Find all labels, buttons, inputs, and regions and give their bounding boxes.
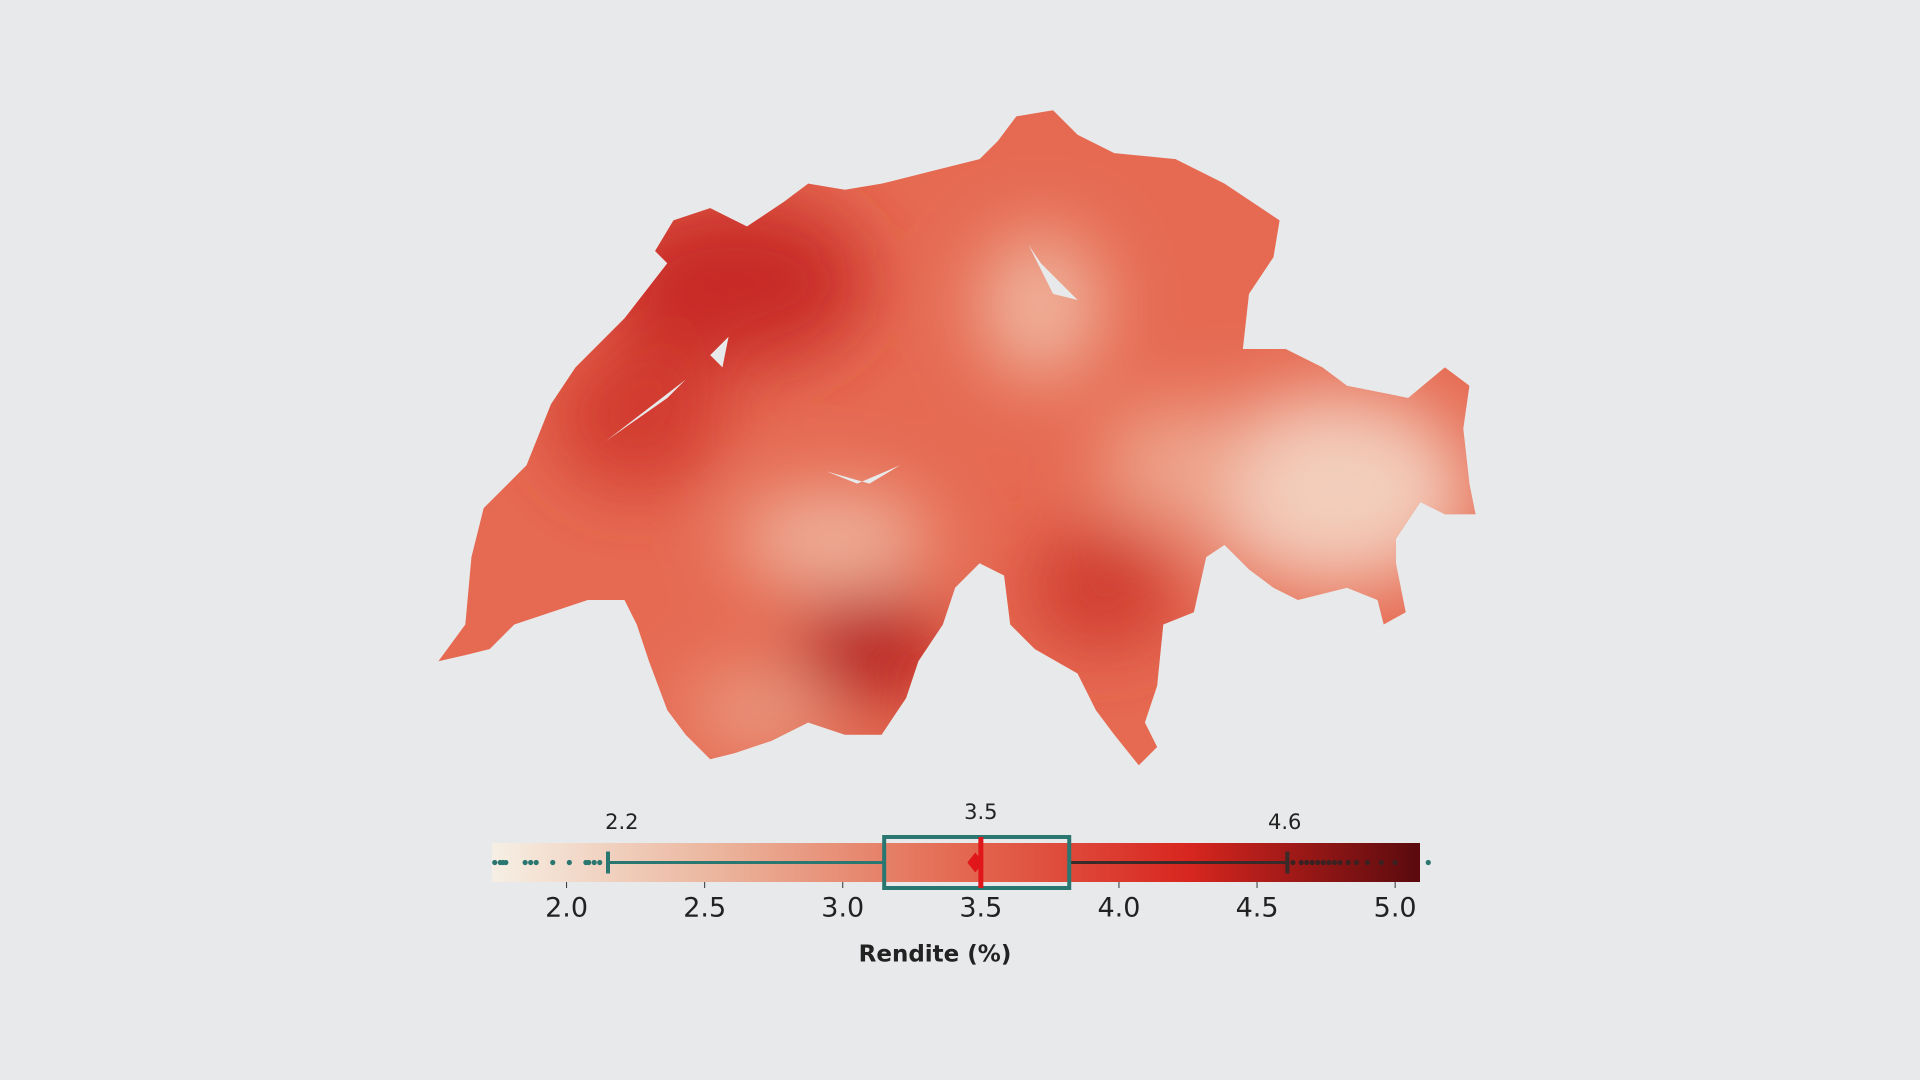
outlier — [1304, 859, 1310, 866]
outlier — [1345, 859, 1351, 866]
outlier — [492, 859, 498, 866]
outlier — [586, 859, 592, 866]
outlier — [1326, 859, 1332, 866]
x-tick-label: 5.0 — [1374, 893, 1417, 924]
colorbar-boxplot: 2.0 2.5 3.0 3.5 4.0 4.5 5.0 Rendite (%) 2.2 3.5 4.… — [492, 800, 1431, 968]
annotation: 2.2 — [605, 810, 638, 834]
outlier — [1378, 859, 1384, 866]
outlier — [1290, 859, 1296, 866]
x-tick-label: 3.0 — [821, 893, 864, 924]
outlier — [1392, 859, 1398, 866]
outlier — [1315, 859, 1321, 866]
outlier — [522, 859, 528, 866]
outlier — [1309, 859, 1315, 866]
outlier — [1353, 859, 1360, 866]
x-tick-label: 2.5 — [683, 893, 726, 924]
x-tick-label: 2.0 — [545, 893, 588, 924]
outlier — [1364, 859, 1371, 866]
outlier — [550, 859, 556, 866]
outlier — [1331, 859, 1337, 866]
x-tick-label: 4.5 — [1236, 893, 1279, 924]
outlier — [503, 859, 509, 866]
outlier — [1337, 859, 1343, 866]
x-tick-label: 3.5 — [959, 893, 1002, 924]
outlier — [533, 859, 539, 866]
annotation: 4.6 — [1268, 810, 1301, 834]
x-tick-label: 4.0 — [1097, 893, 1140, 924]
outlier — [566, 859, 572, 866]
outlier — [528, 859, 534, 866]
annotation: 3.5 — [964, 800, 997, 824]
outlier — [591, 859, 597, 866]
x-axis-label: Rendite (%) — [859, 942, 1012, 968]
map — [438, 110, 1476, 766]
outlier — [1298, 859, 1304, 866]
outlier — [1425, 859, 1431, 866]
outlier — [1320, 859, 1326, 866]
box — [882, 835, 1072, 890]
outlier — [597, 859, 603, 866]
mean — [967, 852, 984, 873]
